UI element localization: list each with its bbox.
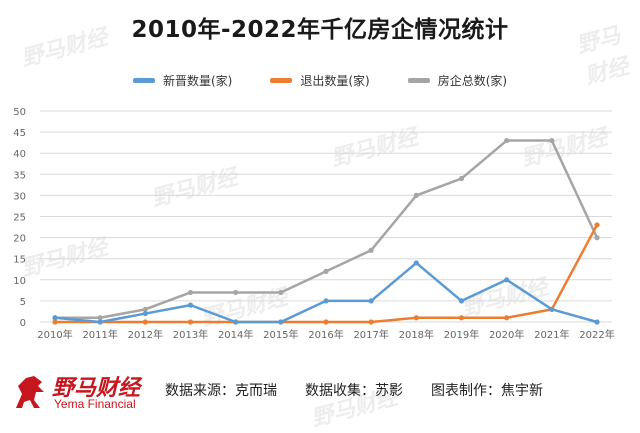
data-point [142, 310, 148, 317]
x-tick-label: 2021年 [534, 328, 569, 341]
data-point [549, 306, 555, 312]
data-point [97, 315, 103, 321]
legend-swatch-new [132, 78, 155, 83]
data-point [233, 289, 239, 296]
data-point [278, 289, 284, 296]
data-point [413, 315, 419, 321]
legend-label-exit: 退出数量(家) [300, 74, 370, 88]
data-point [413, 260, 419, 266]
data-point [504, 277, 510, 283]
data-point [549, 137, 555, 144]
legend-label-total: 房企总数(家) [437, 74, 508, 88]
y-tick-label: 15 [13, 255, 26, 266]
y-tick-label: 20 [13, 234, 26, 245]
legend-label-new: 新晋数量(家) [162, 74, 233, 88]
data-point [594, 319, 600, 325]
credits: 数据来源：克而瑞 数据收集：苏影 图表制作：焦宇新 [165, 380, 543, 400]
y-tick-label: 35 [13, 170, 26, 181]
y-tick-label: 45 [13, 128, 26, 139]
y-tick-label: 50 [13, 107, 26, 118]
x-tick-label: 2014年 [218, 328, 253, 341]
data-point [52, 315, 58, 321]
x-tick-label: 2012年 [128, 328, 163, 341]
credit-maker: 图表制作：焦宇新 [431, 383, 543, 399]
data-point [323, 298, 329, 304]
y-tick-label: 0 [20, 318, 26, 329]
x-tick-label: 2016年 [308, 328, 343, 341]
data-point [458, 315, 465, 321]
data-point [504, 315, 510, 321]
x-tick-label: 2022年 [579, 328, 614, 341]
data-point [323, 268, 329, 274]
legend-swatch-total [407, 78, 430, 83]
data-point [142, 306, 148, 312]
data-point [458, 298, 465, 304]
data-point [52, 319, 58, 325]
data-point [187, 319, 194, 325]
data-point [413, 192, 419, 198]
data-point [458, 175, 465, 182]
chart-legend: 新晋数量(家) 退出数量(家) 房企总数(家) [0, 72, 640, 89]
x-tick-label: 2010年 [37, 328, 72, 341]
x-tick-label: 2019年 [444, 328, 479, 341]
horse-icon [16, 376, 44, 408]
y-tick-label: 25 [13, 213, 26, 224]
x-tick-label: 2015年 [263, 328, 298, 341]
data-point [142, 319, 148, 325]
x-tick-label: 2020年 [489, 328, 524, 341]
data-point [323, 319, 329, 325]
legend-swatch-exit [270, 78, 293, 83]
x-tick-label: 2018年 [399, 328, 434, 341]
legend-item-total: 房企总数(家) [407, 72, 508, 89]
data-point [187, 302, 194, 308]
data-point [368, 319, 374, 325]
y-tick-label: 30 [13, 191, 26, 202]
legend-item-exit: 退出数量(家) [270, 72, 370, 89]
data-point [97, 319, 103, 325]
data-point [187, 289, 194, 296]
x-tick-label: 2013年 [173, 328, 208, 341]
x-tick-label: 2017年 [353, 328, 388, 341]
data-point [504, 137, 510, 144]
data-point [278, 319, 284, 325]
y-tick-label: 40 [13, 149, 26, 160]
x-tick-label: 2011年 [82, 328, 117, 341]
logo-text-cn: 野马财经 [52, 375, 141, 401]
data-point [594, 222, 600, 228]
logo-text-en: Yema Financial [54, 397, 136, 411]
chart-title: 2010年-2022年千亿房企情况统计 [131, 17, 509, 43]
data-point [233, 319, 239, 325]
data-point [594, 235, 600, 241]
data-point [368, 298, 374, 304]
credit-source: 数据来源：克而瑞 [165, 383, 277, 399]
y-tick-label: 5 [20, 297, 26, 308]
data-point [368, 247, 374, 253]
y-tick-label: 10 [13, 276, 26, 287]
line-chart: 0 5 10 15 20 25 30 35 40 45 50 2010年 2011年 2012年 2013年… [13, 107, 614, 341]
brand-logo: 野马财经 Yema Financial [12, 370, 162, 415]
credit-collector: 数据收集：苏影 [305, 383, 403, 399]
legend-item-new: 新晋数量(家) [132, 72, 233, 89]
series-line [53, 139, 599, 320]
